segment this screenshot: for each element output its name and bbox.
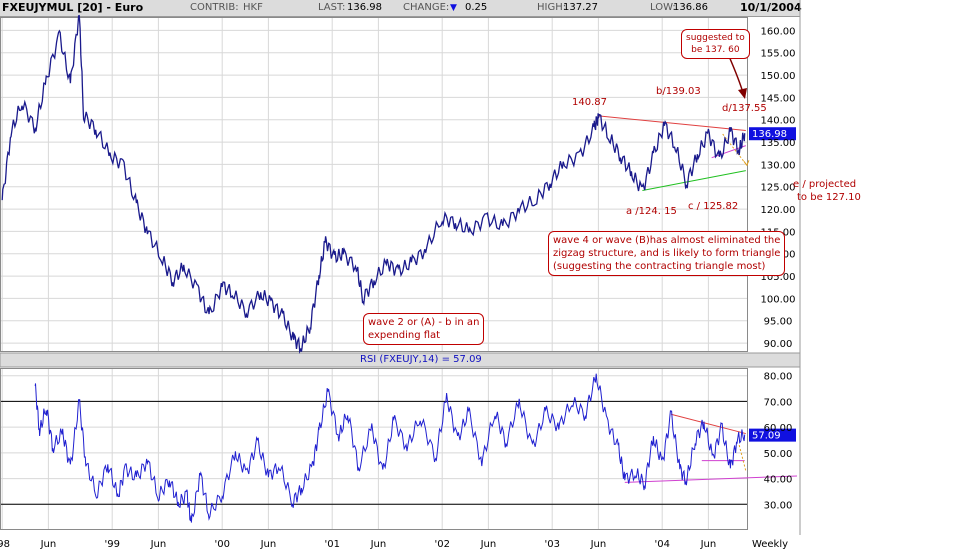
price-y-tick-label: 150.00	[761, 71, 796, 82]
low-value: 136.86	[673, 2, 708, 13]
high-label: HIGH:	[537, 2, 567, 13]
high-value: 137.27	[563, 2, 598, 13]
rsi-last-value-box	[749, 428, 796, 442]
x-tick-label: Jun	[700, 539, 717, 550]
x-tick-label: '99	[104, 539, 119, 550]
rsi-last-value-text: 57.09	[752, 431, 781, 442]
grid	[0, 17, 748, 530]
rsi-projection-line	[738, 445, 747, 471]
down-arrow-icon: ▼	[450, 3, 457, 13]
price-y-tick-label: 125.00	[761, 183, 796, 194]
rsi-series-line	[34, 373, 746, 523]
rsi-panel-frame	[0, 368, 748, 530]
contrib-value: HKF	[243, 2, 263, 13]
x-period-label: Weekly	[752, 539, 788, 550]
rsi-y-tick-label: 30.00	[764, 500, 793, 511]
chart-header: FXEUJYMUL [20] - Euro CONTRIB: HKF LAST:…	[0, 0, 802, 17]
x-tick-label: '00	[214, 539, 229, 550]
x-tick-label: Jun	[590, 539, 607, 550]
wave4-line2: zigzag structure, and is likely to form …	[553, 248, 781, 259]
price-y-tick-label: 120.00	[761, 205, 796, 216]
price-series-line	[1, 14, 746, 355]
x-tick-label: '02	[434, 539, 449, 550]
x-tick-label: Jun	[370, 539, 387, 550]
rsi-title: RSI (FXEUJY,14) = 57.09	[360, 354, 482, 365]
price-y-tick-label: 145.00	[761, 93, 796, 104]
suggested-arrow-icon	[738, 88, 747, 99]
price-y-tick-label: 155.00	[761, 49, 796, 60]
price-panel-frame	[0, 17, 748, 352]
triangle-upper-trendline	[598, 115, 746, 131]
last-label: LAST:	[318, 2, 346, 13]
point-b-label: b/139.03	[656, 86, 701, 97]
triangle-lower-trendline	[642, 170, 746, 192]
wave2-line2: expending flat	[368, 330, 441, 341]
point-d-label: d/137.55	[722, 103, 767, 114]
wave2-line1: wave 2 or (A) - b in an	[368, 317, 480, 328]
rsi-y-tick-label: 40.00	[764, 475, 793, 486]
rsi-y-tick-label: 70.00	[764, 397, 793, 408]
price-y-tick-label: 140.00	[761, 116, 796, 127]
point-140-87-label: 140.87	[572, 97, 607, 108]
wave4-line3: (suggesting the contracting triangle mos…	[553, 261, 766, 272]
wave4-annotation: wave 4 or wave (B)has almost eliminated …	[548, 231, 786, 276]
e-line1: e / projected	[793, 179, 857, 190]
price-y-tick-label: 100.00	[761, 294, 796, 305]
price-y-tick-label: 135.00	[761, 138, 796, 149]
price-last-value-box	[749, 127, 796, 141]
tick-labels: '98 Jun '99 Jun '00 Jun '01 Jun '02 Jun '03 Jun '04 J…	[0, 26, 796, 550]
price-y-tick-label: 90.00	[764, 339, 793, 350]
price-last-value-text: 136.98	[752, 129, 787, 140]
rsi-lower-trendline	[624, 475, 798, 483]
x-tick-label: '03	[544, 539, 559, 550]
e-projection-label: e / projected to be 127.10	[793, 178, 861, 204]
wave2-annotation: wave 2 or (A) - b in an expending flat	[363, 313, 485, 345]
symbol-title: FXEUJYMUL [20] - Euro	[2, 1, 144, 14]
change-label: CHANGE:	[403, 2, 450, 13]
projection-dashed-line	[722, 133, 748, 166]
rsi-y-tick-label: 50.00	[764, 449, 793, 460]
e-line2: to be 127.10	[797, 192, 861, 203]
projection-arrow-icon	[743, 160, 750, 167]
rsi-y-tick-label: 80.00	[764, 372, 793, 383]
series: 136.98 57.09	[1, 14, 796, 523]
x-tick-label: Jun	[480, 539, 497, 550]
x-tick-label: Jun	[40, 539, 57, 550]
point-c-label: c / 125.82	[688, 201, 739, 212]
suggested-line1: suggested to	[686, 33, 745, 43]
contrib-label: CONTRIB:	[190, 2, 239, 13]
trendlines	[598, 53, 798, 483]
chart-frame	[0, 0, 801, 535]
price-y-tick-label: 160.00	[761, 26, 796, 37]
x-tick-label: '98	[0, 539, 10, 550]
x-tick-label: '01	[324, 539, 339, 550]
price-y-tick-label: 105.00	[761, 272, 796, 283]
price-y-tick-label: 95.00	[764, 317, 793, 328]
x-tick-label: '04	[654, 539, 669, 550]
x-tick-label: Jun	[150, 539, 167, 550]
last-value: 136.98	[347, 2, 382, 13]
x-tick-label: Jun	[260, 539, 277, 550]
rsi-upper-trendline	[670, 413, 746, 435]
point-a-label: a /124. 15	[626, 206, 677, 217]
suggested-line2: be 137. 60	[691, 45, 740, 55]
price-y-tick-label: 130.00	[761, 160, 796, 171]
change-value: 0.25	[465, 2, 488, 13]
suggested-annotation: suggested to be 137. 60	[681, 29, 750, 59]
rsi-y-tick-label: 60.00	[764, 423, 793, 434]
low-label: LOW:	[650, 2, 676, 13]
chart-date: 10/1/2004	[740, 1, 802, 14]
wave4-line1: wave 4 or wave (B)has almost eliminated …	[553, 235, 781, 246]
